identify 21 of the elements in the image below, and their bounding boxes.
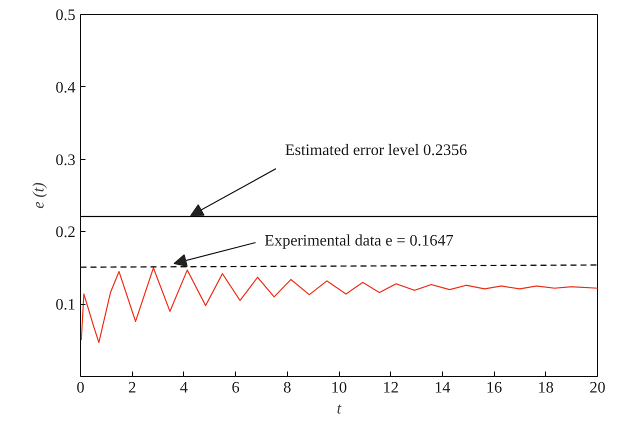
x-tick-label: 6 (232, 380, 240, 396)
x-tick-label: 0 (76, 380, 84, 396)
y-tick-label: 0.1 (56, 296, 76, 314)
y-tick-label: 0.2 (56, 224, 76, 242)
x-tick-label: 14 (434, 380, 450, 396)
x-axis-title: t (336, 400, 342, 418)
x-tick-label: 4 (180, 380, 188, 396)
x-tick-label: 10 (331, 380, 347, 396)
y-tick-label: 0.3 (56, 152, 76, 169)
x-tick-label: 8 (283, 380, 292, 396)
line-series (80, 267, 598, 344)
x-tick-label: 18 (538, 380, 554, 396)
x-tick-label: 12 (382, 380, 399, 396)
y-tick-label: 0.4 (56, 79, 76, 96)
x-tick-label: 20 (590, 380, 606, 396)
x-tick-label: 16 (486, 380, 502, 396)
annotation: Estimated error level 0.2356 (284, 142, 468, 160)
x-tick-label: 2 (128, 380, 136, 396)
y-tick-label: 0.5 (56, 7, 76, 24)
annotation: Experimental data e = 0.1647 (264, 232, 454, 250)
y-axis-title: e (t) (30, 182, 48, 209)
